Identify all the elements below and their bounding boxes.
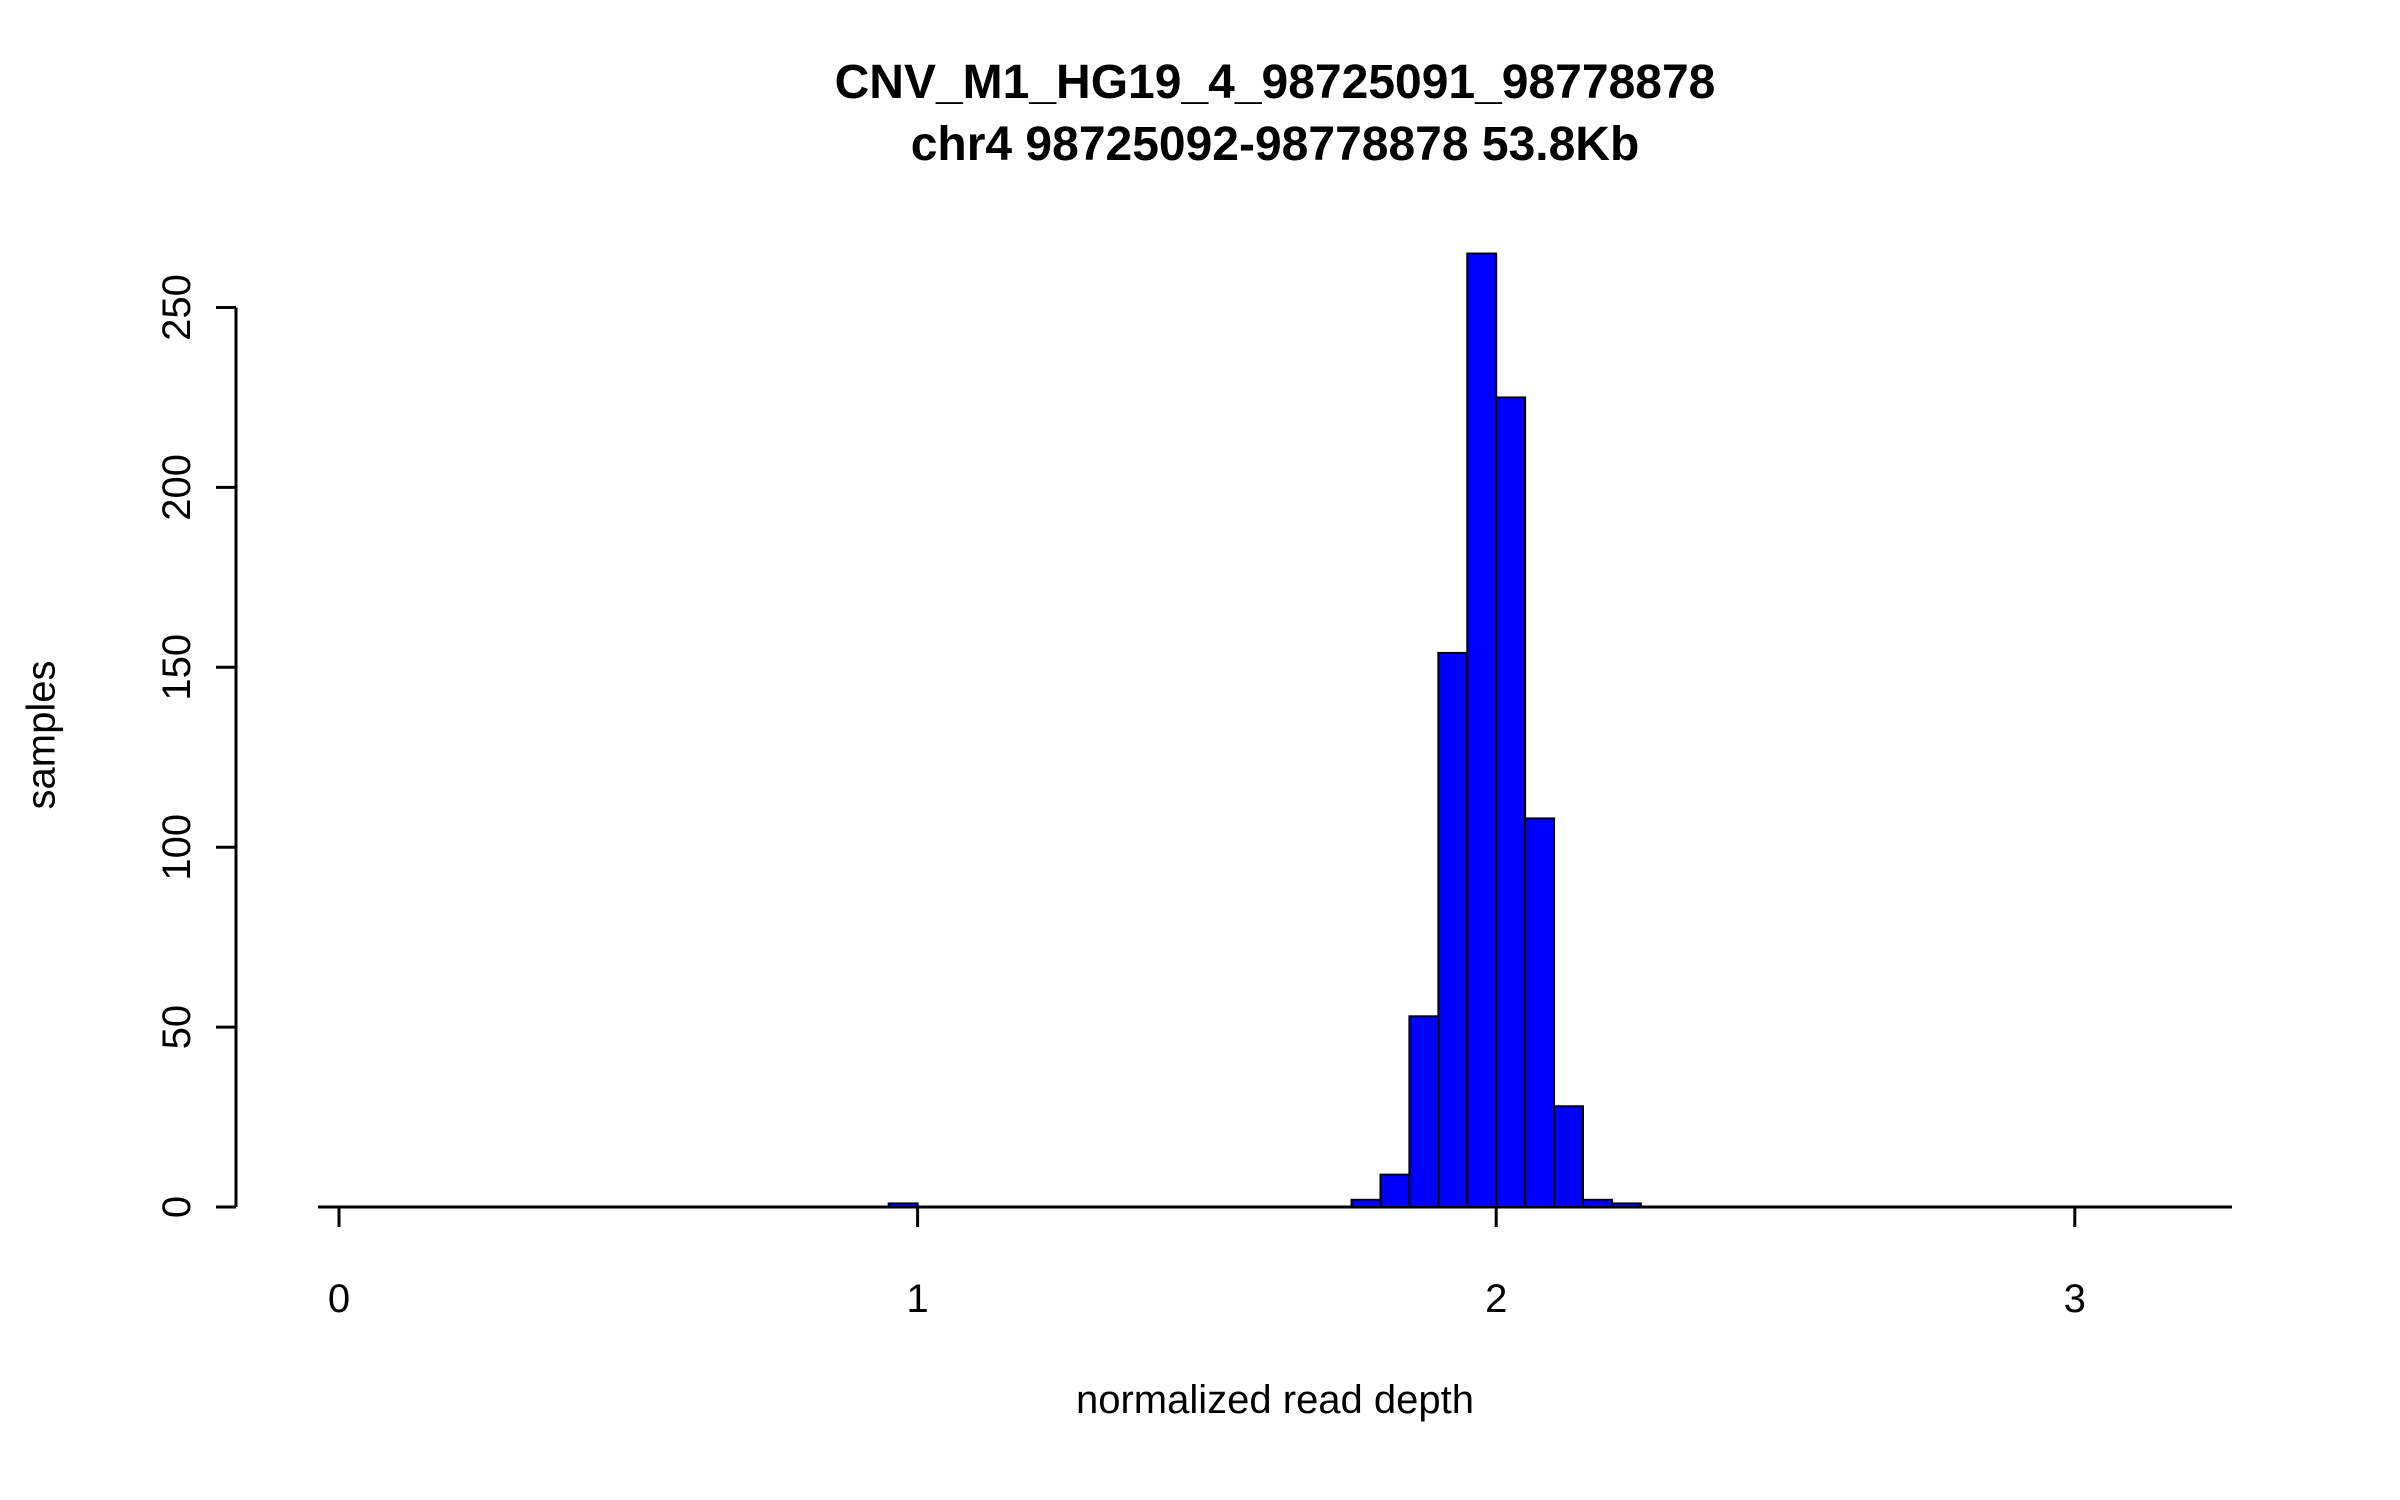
y-tick-label: 200 [155,454,199,521]
histogram-bar [1437,651,1469,1208]
histogram-bar [1379,1173,1411,1209]
y-tick-label: 150 [155,634,199,701]
histogram-bar [1610,1202,1642,1208]
histogram-bar [1524,817,1556,1209]
histogram-bar [1553,1105,1584,1208]
chart-subtitle: chr4 98725092-98778878 53.8Kb [910,118,1640,171]
x-tick-label: 2 [1485,1277,1507,1321]
y-axis-label: samples [19,660,64,810]
histogram-bar [1408,1015,1440,1209]
histogram-bar [1466,252,1498,1208]
chart-title-block: CNV_M1_HG19_4_98725091_98778878 chr4 987… [318,52,2232,176]
y-tick-label: 250 [155,274,199,341]
chart-title: CNV_M1_HG19_4_98725091_98778878 [834,56,1716,109]
histogram-bar [887,1202,919,1208]
histogram-bar [1495,396,1527,1208]
x-tick-label: 1 [906,1277,928,1321]
histogram-bar [1581,1198,1613,1208]
y-tick-label: 50 [155,1005,199,1050]
y-tick-label: 0 [155,1196,199,1218]
x-tick-label: 0 [328,1277,350,1321]
x-tick-label: 3 [2064,1277,2086,1321]
histogram-bar [1350,1198,1382,1208]
x-axis-label: normalized read depth [1075,1378,1475,1422]
y-tick-label: 100 [155,814,199,881]
